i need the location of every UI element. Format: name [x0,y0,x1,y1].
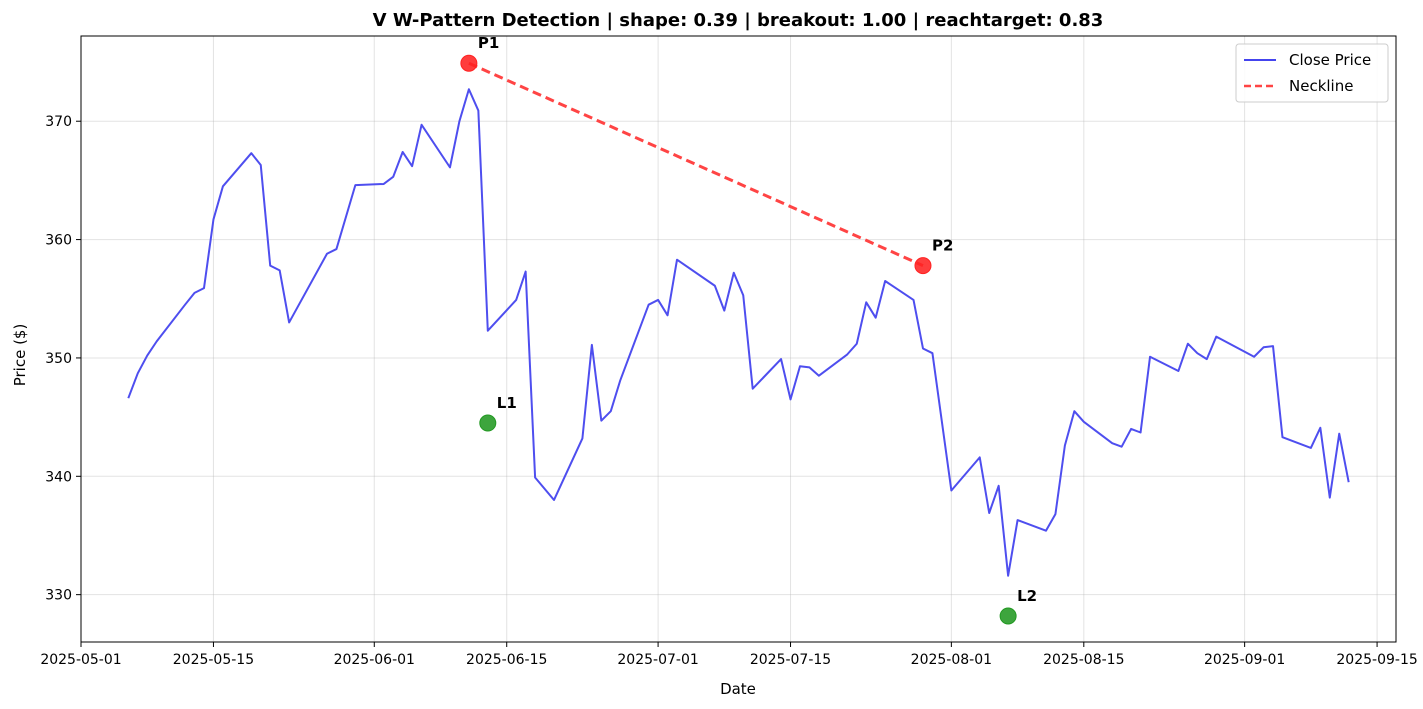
chart-title: V W-Pattern Detection | shape: 0.39 | br… [373,10,1104,31]
x-tick-label: 2025-06-15 [466,652,547,668]
x-tick-label: 2025-08-15 [1043,652,1124,668]
legend: Close Price Neckline [1235,43,1389,103]
plot-frame [80,35,1397,643]
y-tick-label: 340 [45,469,72,485]
x-tick-label: 2025-07-15 [750,652,831,668]
legend-box [1235,43,1389,103]
grid [80,36,1396,642]
y-axis-ticks: 330 340 350 360 370 [45,114,81,604]
neckline-layer [468,61,924,267]
x-tick-label: 2025-09-15 [1336,652,1417,668]
x-tick-label: 2025-07-01 [617,652,698,668]
y-tick-label: 330 [45,588,72,604]
y-axis-label: Price ($) [11,324,29,387]
marker-l2 [999,607,1017,625]
marker-label-p2: P2 [932,237,953,255]
x-tick-label: 2025-08-01 [911,652,992,668]
x-tick-label: 2025-06-01 [334,652,415,668]
neckline [468,61,924,267]
marker-layer: P1 L1 P2 L2 [460,34,1037,625]
legend-label-close-price: Close Price [1289,51,1371,69]
legend-label-neckline: Neckline [1289,77,1353,95]
x-axis-ticks: 2025-05-01 2025-05-15 2025-06-01 2025-06-15… [40,642,1418,668]
series-layer [127,88,1350,577]
marker-p1 [460,54,478,72]
marker-label-l2: L2 [1017,587,1037,605]
marker-p2 [914,257,932,275]
close-price-line [127,88,1350,577]
marker-label-p1: P1 [478,34,499,52]
marker-l1 [479,414,497,432]
y-tick-label: 350 [45,351,72,367]
x-tick-label: 2025-05-01 [40,652,121,668]
y-tick-label: 370 [45,114,72,130]
x-tick-label: 2025-09-01 [1204,652,1285,668]
x-axis-label: Date [720,680,756,698]
y-tick-label: 360 [45,233,72,249]
marker-label-l1: L1 [497,394,517,412]
x-tick-label: 2025-05-15 [173,652,254,668]
